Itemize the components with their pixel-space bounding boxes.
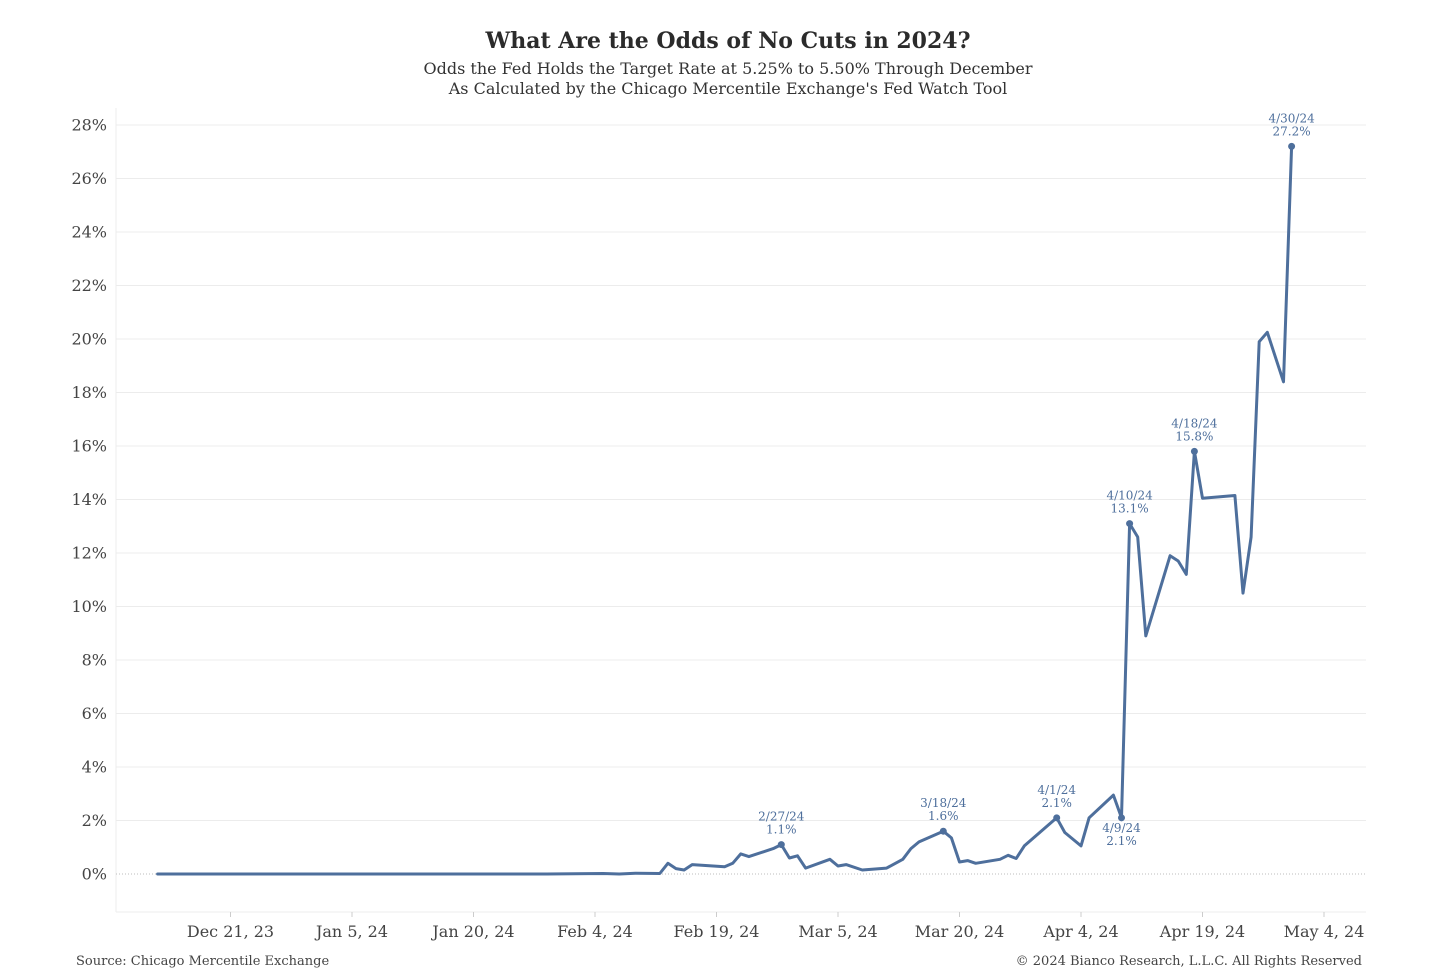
x-axis: Dec 21, 23 Jan 5, 24 Jan 20, 24 Feb 4, 24 Fe… [187,912,1365,941]
annotation-value-label: 15.8% [1175,429,1213,443]
annotation-date-label: 4/1/24 [1037,783,1076,797]
annotation-value-label: 2.1% [1106,834,1137,848]
annotations: 2/27/241.1%3/18/241.6%4/1/242.1%4/9/242.… [758,111,1315,849]
x-tick-label: Apr 4, 24 [1042,922,1118,941]
series [156,144,1294,876]
y-tick-label: 12% [71,544,107,563]
y-tick-label: 28% [71,116,107,135]
annotation-date-label: 4/30/24 [1268,111,1315,125]
annotation-marker [939,827,947,835]
x-tick-label: Jan 20, 24 [430,922,514,941]
y-tick-label: 14% [71,490,107,509]
chart-title: What Are the Odds of No Cuts in 2024? [485,28,971,54]
annotation-date-label: 4/18/24 [1171,416,1218,430]
y-tick-label: 20% [71,330,107,349]
x-tick-label: Jan 5, 24 [314,922,388,941]
y-tick-label: 6% [82,704,107,723]
chart-subtitle: Odds the Fed Holds the Target Rate at 5.… [423,59,1033,78]
annotation-value-label: 1.6% [928,809,959,823]
chart-subtitle-secondary: As Calculated by the Chicago Mercentile … [448,79,1008,98]
y-tick-label: 22% [71,276,107,295]
series-line [156,144,1294,876]
y-tick-label: 0% [82,865,107,884]
x-tick-label: Mar 5, 24 [798,922,877,941]
y-tick-label: 4% [82,758,107,777]
y-tick-label: 10% [71,597,107,616]
annotation-value-label: 13.1% [1111,502,1149,516]
annotation-value-label: 27.2% [1273,124,1311,138]
grid-lines [115,108,1366,913]
annotation-marker [1126,520,1134,528]
annotation-marker [1288,142,1296,150]
y-tick-label: 24% [71,223,107,242]
x-tick-label: Mar 20, 24 [915,922,1005,941]
x-tick-label: Apr 19, 24 [1159,922,1245,941]
annotation-marker [777,841,785,849]
annotation-value-label: 1.1% [766,823,797,837]
annotation-date-label: 4/9/24 [1102,821,1141,835]
x-tick-label: Feb 19, 24 [674,922,760,941]
annotation-marker [1190,447,1198,455]
y-tick-label: 16% [71,437,107,456]
annotation-date-label: 2/27/24 [758,810,805,824]
y-axis: 0% 2% 4% 6% 8% 10% 12% 14% 16% 18% 20% 22% 24% 26% 28% [71,116,107,884]
annotation-marker [1118,814,1125,822]
y-tick-label: 18% [71,383,107,402]
annotation-value-label: 2.1% [1041,796,1072,810]
x-tick-label: Feb 4, 24 [557,922,633,941]
source-note: Source: Chicago Mercentile Exchange [76,954,330,969]
copyright-note: © 2024 Bianco Research, L.L.C. All Right… [1015,954,1362,969]
x-tick-label: Dec 21, 23 [187,922,274,941]
annotation-marker [1053,814,1061,822]
annotation-date-label: 3/18/24 [920,796,967,810]
x-tick-label: May 4, 24 [1284,922,1365,941]
annotation-date-label: 4/10/24 [1106,489,1153,503]
y-tick-label: 8% [82,651,107,670]
y-tick-label: 26% [71,169,107,188]
y-tick-label: 2% [82,811,107,830]
